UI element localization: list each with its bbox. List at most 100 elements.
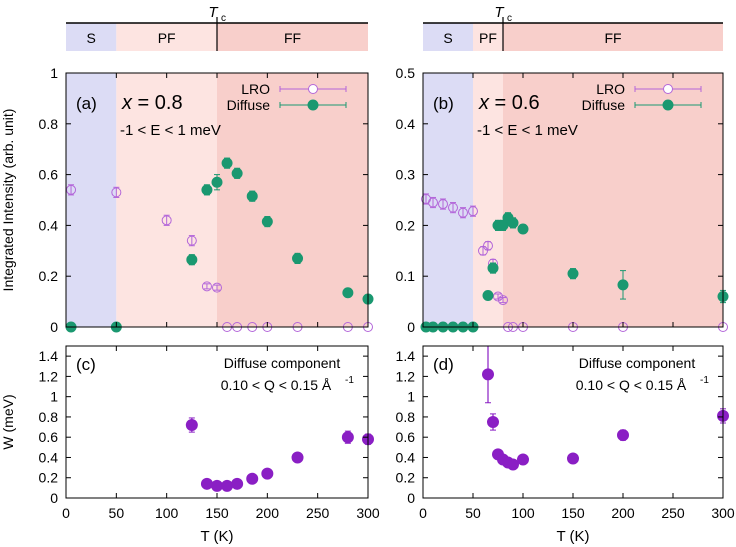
width-c-point [211,479,223,492]
phase-region-PF-b [473,73,503,327]
ytick-label-b: 0 [407,319,415,335]
ytick-label-c: 0.2 [39,470,59,486]
diffuse-b-point [617,279,629,291]
xtick-label-c: 0 [62,505,70,521]
width-c-point [231,477,244,490]
text-layer: S PF FF T c 0 0.2 0.4 0.6 0.8 1 (a) x = 0.8 -1 < E < … [0,4,735,545]
ytick-label-a: 0 [50,319,58,335]
tc-label-a: T [208,4,219,21]
ytick-label-d: 1.4 [396,348,416,364]
axes-layer [65,17,724,499]
composition-symbol: x [121,92,133,114]
xtick-label-c: 200 [256,505,280,521]
ytick-label-d: 0.6 [396,429,416,445]
x-axis-label-c: T (K) [200,528,233,545]
ytick-label-d: 1.2 [396,368,416,384]
composition-equals: = [132,92,155,114]
phase-label-PF-b: PF [479,30,497,46]
ytick-label-a: 0.6 [39,167,59,183]
y-axis-label-intensity: Integrated Intensity (arb. unit) [0,109,16,292]
legend-diffuse-marker-b [662,99,674,111]
composition-value: 0.8 [155,92,183,114]
phase-region-S-b [423,73,473,327]
diffuse-b-point [482,290,494,302]
ytick-label-c: 0.8 [39,409,59,425]
panel-label-c: (c) [76,355,96,374]
xtick-label-c: 300 [356,505,380,521]
composition-symbol: x [478,92,490,114]
lro-a-point [161,215,172,226]
xtick-label-d: 100 [511,505,535,521]
lro-b-point [458,207,468,218]
energy-window-a: -1 < E < 1 meV [120,122,221,139]
width-c-point [185,419,198,432]
lro-b-point [483,240,493,251]
q-window-d: 0.10 < Q < 0.15 Å [576,377,687,393]
composition-label-a: x = 0.8 [121,92,183,114]
phase-bar-FF-a [217,23,368,51]
diffuse-b-point [567,268,579,280]
width-c-point [261,467,274,480]
xtick-label-d: 50 [465,505,481,521]
ytick-label-b: 0.4 [396,116,416,132]
ytick-label-a: 1 [50,65,58,81]
width-d-point [517,453,529,466]
ytick-label-b: 0.2 [396,217,416,233]
width-c-point [221,479,234,492]
lro-b-point [448,202,458,213]
phase-bar-S-a [66,23,117,51]
phase-region-FF-b [503,73,723,327]
phase-region-PF-a [116,73,217,327]
phase-region-S-a [66,73,117,327]
phase-label-FF-b: FF [604,30,621,46]
diffuse-b-point [487,262,499,274]
diffuse-a-point [261,216,273,228]
diffuse-a-point [221,157,233,169]
legend-lro-label-b: LRO [596,81,625,97]
ytick-label-a: 0.2 [39,268,59,284]
legend-lro-label-a: LRO [241,81,270,97]
phase-label-FF-a: FF [284,30,301,46]
q-window-c: 0.10 < Q < 0.15 Å [221,377,332,393]
xtick-label-c: 100 [155,505,179,521]
phase-bar-PF-b [473,23,503,51]
legend-lro-marker-a [308,84,318,94]
xtick-label-d: 0 [419,505,427,521]
q-unit-exponent-d: -1 [700,375,709,386]
tc-label-b: T [494,4,505,21]
width-c-point [291,451,304,464]
ytick-label-c: 1.4 [39,348,59,364]
diffuse-a-point [201,184,213,196]
width-c-point [200,477,213,490]
legend-diffuse-label-a: Diffuse [227,97,271,113]
composition-equals: = [489,92,512,114]
ytick-label-c: 0.6 [39,429,59,445]
lro-b-point [438,199,448,210]
phase-region-FF-a [217,73,368,327]
tc-subscript-b: c [507,13,512,24]
ytick-label-c: 1.2 [39,368,59,384]
width-d-point [482,368,494,381]
ytick-label-b: 0.1 [396,268,416,284]
legend-diffuse-label-b: Diffuse [582,97,626,113]
ytick-label-d: 0 [407,490,415,506]
lro-a-point [212,282,222,293]
lro-b-point [478,245,488,256]
phase-bar-PF-a [116,23,217,51]
panel-label-a: (a) [76,94,97,113]
ytick-label-b: 0.3 [396,167,416,183]
diffuse-b-point [507,217,519,229]
lro-b-point [493,291,503,302]
diffuse-a-point [211,176,223,188]
ytick-label-c: 0.4 [39,449,59,465]
xtick-label-d: 150 [561,505,585,521]
lro-a-point [186,235,197,246]
width-d-point [487,416,499,428]
ytick-label-d: 0.8 [396,409,416,425]
phase-label-S-a: S [86,30,95,46]
ytick-label-c: 1 [50,389,58,405]
panel-label-d: (d) [433,355,454,374]
component-title-c: Diffuse component [224,355,341,371]
diffuse-a-point [342,287,354,299]
